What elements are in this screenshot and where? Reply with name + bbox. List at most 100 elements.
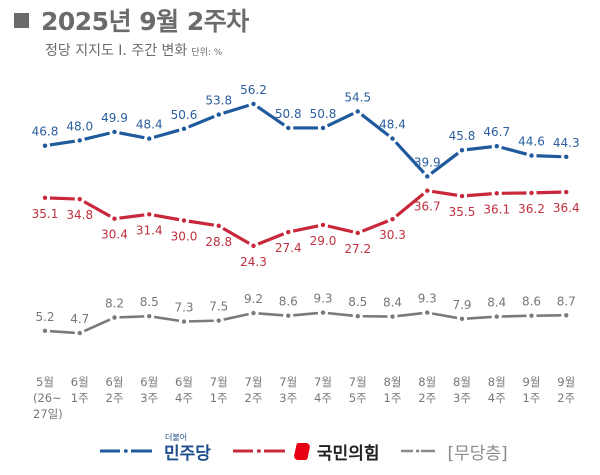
x-tick-label: (26~	[33, 391, 62, 405]
series-segment-ppp	[536, 190, 562, 195]
series-segment-ppp	[431, 189, 458, 197]
x-tick-label: 27일)	[33, 407, 63, 421]
data-point-nonpartisan	[494, 314, 499, 319]
data-label-nonpartisan: 7.9	[452, 298, 471, 312]
data-label-nonpartisan: 7.5	[209, 300, 228, 314]
title-square-icon	[14, 13, 29, 28]
data-label-democratic: 54.5	[344, 90, 371, 104]
data-label-democratic: 49.9	[101, 111, 128, 125]
series-segment-ppp	[361, 219, 389, 233]
data-label-ppp: 24.3	[240, 255, 267, 269]
x-tick-label: 7월	[314, 375, 332, 389]
data-label-ppp: 36.2	[518, 202, 545, 216]
data-point-nonpartisan	[529, 313, 534, 318]
data-point-ppp	[355, 230, 360, 236]
data-point-ppp	[286, 229, 291, 235]
data-point-ppp	[459, 193, 465, 199]
x-tick-label: 7월	[349, 375, 367, 389]
data-label-ppp: 34.8	[66, 208, 93, 222]
series-segment-nonpartisan	[397, 311, 423, 318]
data-label-nonpartisan: 8.7	[557, 294, 576, 308]
data-point-nonpartisan	[42, 328, 48, 334]
series-segment-nonpartisan	[223, 312, 249, 321]
series-segment-democratic	[256, 105, 286, 127]
series-segment-nonpartisan	[153, 315, 180, 323]
data-label-nonpartisan: 8.5	[140, 295, 159, 309]
series-segment-nonpartisan	[501, 314, 527, 318]
data-label-nonpartisan: 4.7	[70, 312, 89, 326]
ppp-logo-icon	[293, 442, 311, 460]
x-tick-label: 4주	[488, 391, 506, 405]
x-tick-label: 1주	[523, 391, 541, 405]
data-label-democratic: 44.3	[553, 136, 580, 150]
data-label-nonpartisan: 9.3	[418, 292, 437, 306]
x-tick-label: 8월	[488, 375, 506, 389]
data-label-ppp: 27.4	[275, 241, 302, 255]
data-label-nonpartisan: 7.3	[174, 301, 193, 315]
unit-label: 단위: %	[191, 48, 223, 58]
data-point-democratic	[390, 136, 395, 141]
data-point-nonpartisan	[390, 314, 395, 319]
data-point-democratic	[251, 101, 256, 107]
legend: 더불어 민주당 국민의힘 [무당층]	[100, 433, 530, 466]
series-segment-ppp	[257, 232, 285, 246]
series-segment-ppp	[49, 196, 75, 201]
data-label-ppp: 35.5	[449, 205, 476, 219]
series-segment-nonpartisan	[119, 315, 145, 319]
series-segment-ppp	[395, 192, 425, 218]
data-label-democratic: 53.8	[205, 94, 232, 108]
data-point-democratic	[564, 154, 569, 160]
data-point-ppp	[42, 195, 48, 201]
legend-label-ppp: 국민의힘	[316, 443, 380, 464]
legend-item-democratic: 더불어 민주당	[100, 433, 211, 464]
data-label-democratic: 45.8	[449, 129, 476, 143]
series-segment-ppp	[222, 226, 250, 245]
x-tick-label: 7월	[279, 375, 297, 389]
data-label-nonpartisan: 8.2	[105, 297, 124, 311]
x-tick-label: 3주	[279, 391, 297, 405]
data-point-nonpartisan	[251, 310, 256, 316]
subtitle-text: 정당 지지도 Ⅰ. 주간 변화	[45, 43, 188, 59]
chart-subtitle: 정당 지지도 Ⅰ. 주간 변화 단위: %	[45, 40, 222, 60]
data-point-nonpartisan	[355, 313, 360, 319]
series-segment-nonpartisan	[293, 311, 319, 317]
data-point-ppp	[251, 243, 256, 249]
data-label-ppp: 29.0	[310, 234, 337, 248]
data-label-ppp: 27.2	[344, 242, 371, 256]
x-tick-label: 1주	[210, 391, 228, 405]
series-segment-democratic	[326, 112, 354, 128]
data-point-nonpartisan	[320, 310, 326, 315]
x-tick-label: 2주	[106, 391, 124, 405]
data-label-democratic: 48.4	[379, 118, 406, 132]
legend-label-democratic: 민주당	[164, 443, 211, 464]
series-segment-democratic	[360, 113, 390, 137]
x-tick-label: 4주	[314, 391, 332, 405]
series-segment-democratic	[119, 131, 145, 140]
x-tick-label: 8월	[384, 375, 402, 389]
data-label-democratic: 48.0	[66, 119, 93, 133]
data-label-ppp: 35.1	[32, 207, 59, 221]
data-point-democratic	[147, 136, 152, 141]
data-point-democratic	[181, 126, 187, 132]
data-point-nonpartisan	[77, 330, 82, 336]
series-segment-democratic	[188, 115, 215, 129]
x-tick-label: 8월	[418, 375, 436, 389]
data-point-ppp	[529, 190, 534, 196]
data-point-democratic	[112, 129, 117, 135]
x-tick-label: 6월	[175, 375, 193, 389]
series-segment-nonpartisan	[431, 312, 458, 320]
data-point-democratic	[286, 125, 291, 131]
legend-democratic-small: 더불어	[165, 432, 188, 442]
data-point-nonpartisan	[425, 310, 430, 315]
data-label-ppp: 30.4	[101, 228, 128, 242]
data-point-nonpartisan	[286, 313, 291, 318]
data-point-democratic	[459, 147, 465, 153]
data-label-democratic: 56.2	[240, 83, 267, 97]
legend-label-nonpartisan: [무당층]	[447, 443, 508, 464]
x-tick-label: 8월	[453, 375, 471, 389]
series-segment-ppp	[466, 192, 492, 198]
series-segment-nonpartisan	[188, 319, 214, 323]
data-point-ppp	[181, 218, 187, 223]
series-segment-ppp	[327, 224, 354, 234]
